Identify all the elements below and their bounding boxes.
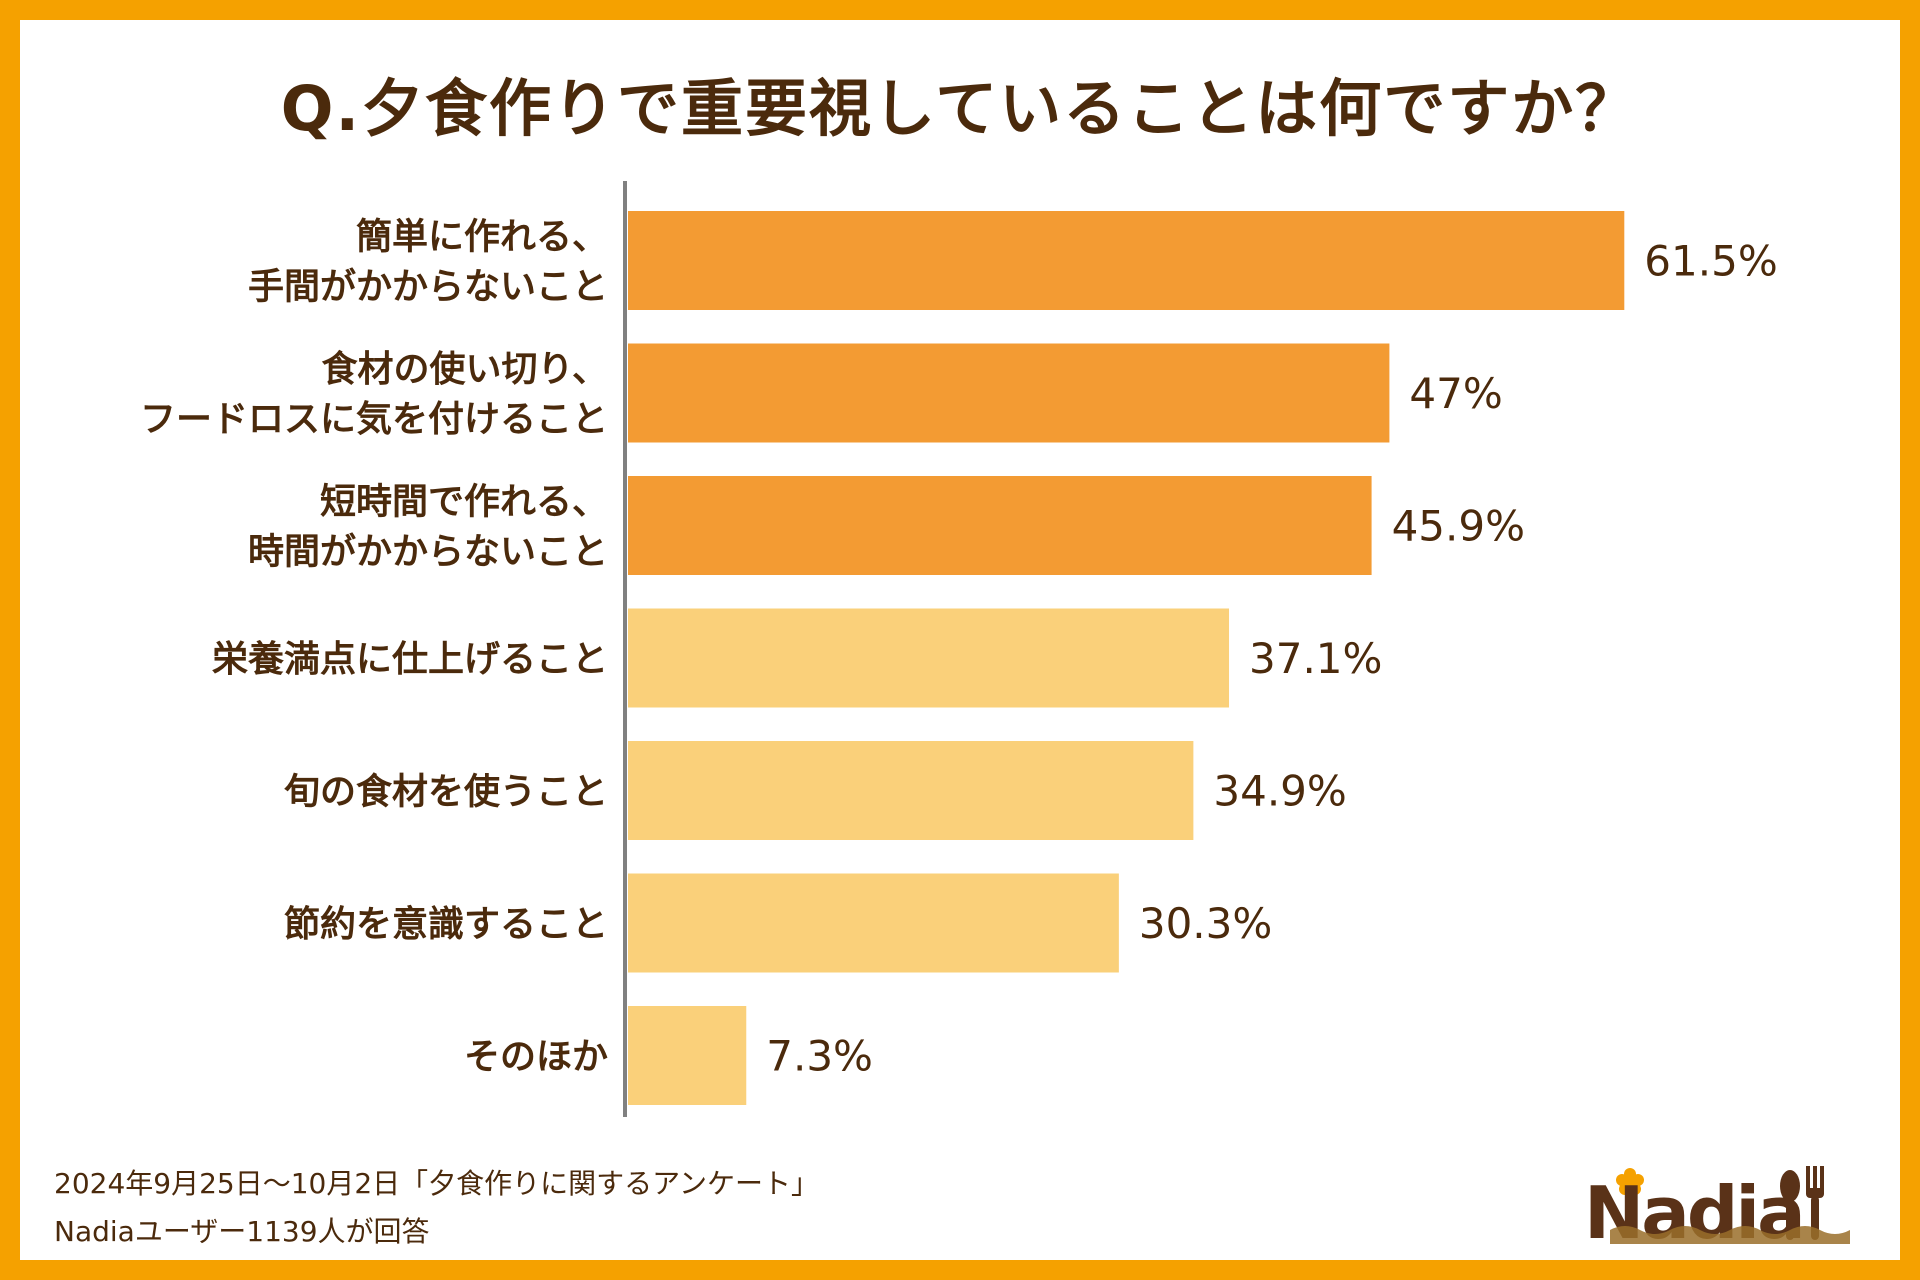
flower-icon xyxy=(1616,1168,1644,1195)
bar xyxy=(628,873,1119,973)
bar xyxy=(628,343,1390,443)
bar xyxy=(628,211,1625,310)
category-label: 短時間で作れる、 xyxy=(320,482,608,523)
bar xyxy=(628,608,1230,708)
respondent-count: Nadiaユーザー1139人が回答 xyxy=(54,1215,430,1248)
category-label: 時間がかからないこと xyxy=(248,532,608,573)
category-label: 節約を意識すること xyxy=(284,904,608,945)
bar xyxy=(628,1006,747,1105)
value-label: 61.5% xyxy=(1644,237,1777,286)
value-label: 37.1% xyxy=(1249,634,1382,683)
survey-period: 2024年9月25日～10月2日「夕食作りに関するアンケート」 xyxy=(54,1167,820,1200)
category-label: そのほか xyxy=(464,1037,608,1078)
value-label: 30.3% xyxy=(1139,899,1272,948)
category-label: 手間がかからないこと xyxy=(248,267,608,308)
category-label: 旬の食材を使うこと xyxy=(284,772,608,813)
category-label: 栄養満点に仕上げること xyxy=(212,639,608,680)
chart-title: Q.夕食作りで重要視していることは何ですか？ xyxy=(280,72,1640,145)
value-label: 34.9% xyxy=(1213,767,1346,816)
bar xyxy=(628,741,1194,840)
bar xyxy=(628,476,1372,575)
category-label: 簡単に作れる、 xyxy=(356,217,608,258)
category-label: 食材の使い切り、 xyxy=(321,349,608,390)
value-label: 47% xyxy=(1409,369,1502,418)
spoon-icon xyxy=(1780,1170,1800,1240)
nadia-logo: Nadia xyxy=(1584,1166,1850,1250)
value-label: 7.3% xyxy=(766,1032,873,1081)
category-label: フードロスに気を付けること xyxy=(140,399,608,440)
value-label: 45.9% xyxy=(1392,502,1525,551)
